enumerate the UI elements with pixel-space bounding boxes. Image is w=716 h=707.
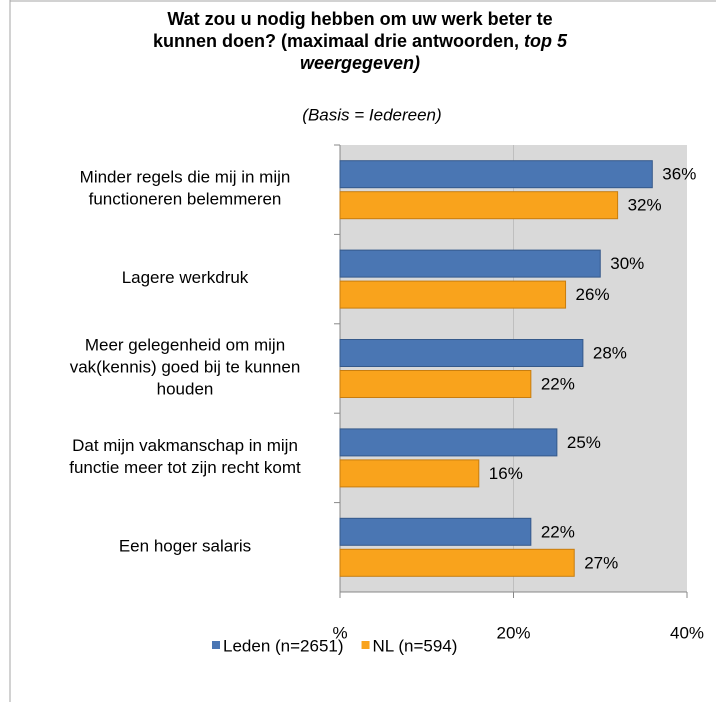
title-emphasis-line: weergegeven) [300,53,420,73]
bar [339,517,532,546]
value-label: 22% [541,522,575,541]
value-label: 16% [489,464,523,483]
bar [339,280,567,309]
legend-swatch [212,641,220,649]
value-label: 22% [541,374,575,393]
bar [339,249,601,278]
label-line: vak(kennis) goed bij te kunnen [70,358,301,377]
bar [339,548,575,577]
value-label: 32% [628,196,662,215]
label-line: functioneren belemmeren [89,190,282,209]
bar [339,370,532,398]
bar [339,339,584,367]
label-line: Een hoger salaris [119,537,251,556]
bar [339,160,653,189]
legend-swatch [361,641,370,649]
y-tick-label: Een hoger salaris [119,537,251,556]
label-line: Dat mijn vakmanschap in mijn [72,436,298,455]
chart-subtitle: (Basis = Iedereen) [302,105,441,124]
x-tick-label: % [332,623,347,642]
title-line: kunnen doen? (maximaal drie antwoorden, [153,31,519,51]
value-label: 28% [593,343,627,362]
label-line: houden [157,380,214,399]
value-label: 25% [567,433,601,452]
y-tick-label: Minder regels die mij in mijn functionere… [80,168,291,209]
label-line: Minder regels die mij in mijn [80,168,291,187]
title-emphasis: top 5 weergegeven) [300,31,568,73]
label-line: Lagere werkdruk [122,269,249,288]
legend-label: Leden (n=2651) [223,636,344,655]
chart-title: Wat zou u nodig hebben om uw werk beter … [153,9,568,73]
legend-label: NL (n=594) [373,636,458,655]
x-tick-label: 40% [670,623,704,642]
title-emphasis-line: top 5 [524,31,568,51]
y-tick-label: Dat mijn vakmanschap in mijn functie meer… [69,436,301,477]
bar [339,428,558,457]
label-line: functie meer tot zijn recht komt [69,458,301,477]
title-line: Wat zou u nodig hebben om uw werk beter … [167,9,552,29]
x-tick-label: 20% [496,623,530,642]
bar [339,191,619,220]
y-tick-label: Meer gelegenheid om mijn vak(kennis) goed… [70,336,301,399]
label-line: Meer gelegenheid om mijn [85,336,285,355]
value-label: 30% [610,254,644,273]
bar [339,459,480,488]
value-label: 27% [584,553,618,572]
value-label: 36% [662,165,696,184]
y-tick-label: Lagere werkdruk [122,269,249,288]
value-label: 26% [576,285,610,304]
